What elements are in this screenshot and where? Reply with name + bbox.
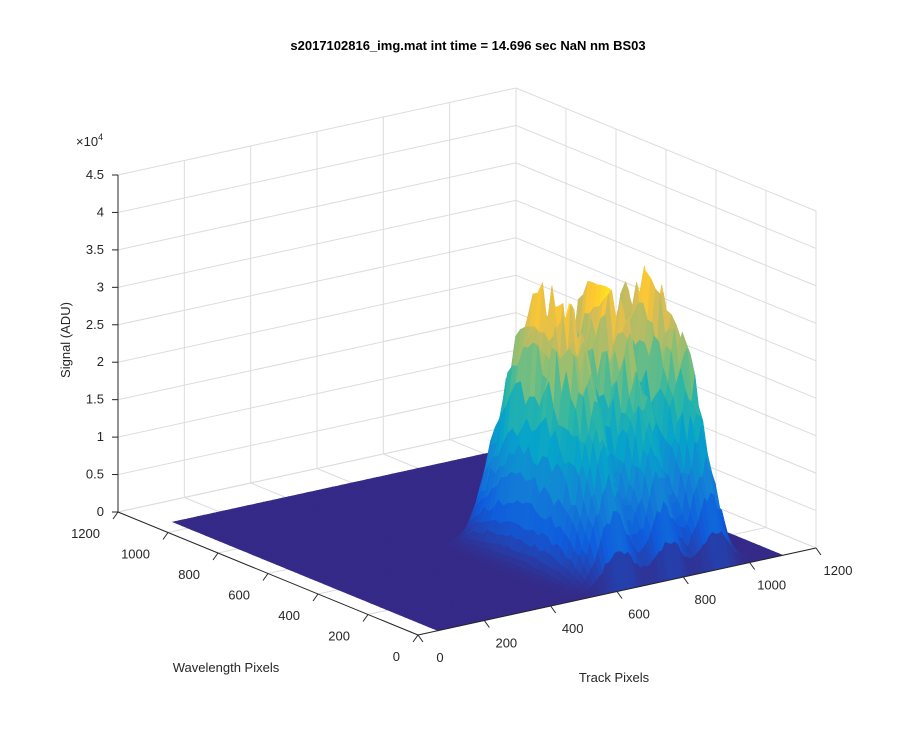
grid-line-z-back (117, 162, 517, 251)
grid-line-z-side (515, 87, 817, 212)
grid-line-z-back (117, 274, 517, 363)
grid-line-z-back (117, 312, 517, 401)
grid-line-z-side (515, 162, 817, 287)
grid-line-z-back (117, 199, 517, 288)
grid-line-z-side (515, 124, 817, 249)
grid-line-z-back (117, 237, 517, 326)
grid-line-z-back (117, 87, 517, 176)
grid-line-z-back (117, 387, 517, 476)
grid-line-z-side (515, 237, 817, 362)
grid-line-y-floor (117, 424, 517, 513)
grid-line-z-back (117, 349, 517, 438)
grid-line-z-back (117, 124, 517, 213)
grid-line-z-side (515, 199, 817, 324)
surface-mesh (171, 265, 784, 631)
